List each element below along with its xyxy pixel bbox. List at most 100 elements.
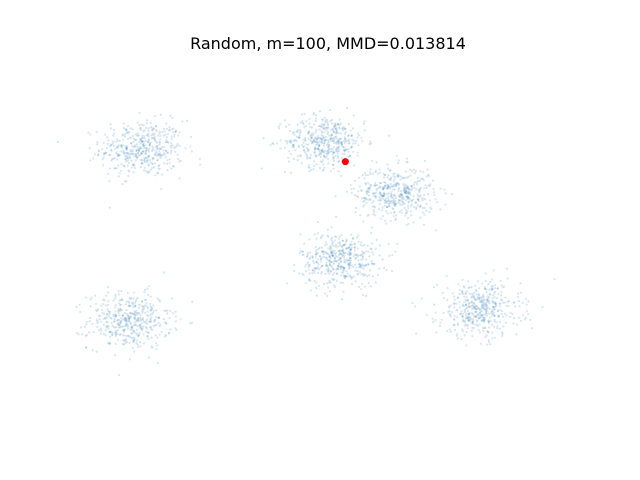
sample-point xyxy=(162,134,165,137)
sample-point xyxy=(465,330,468,334)
sample-point xyxy=(464,316,468,319)
sample-point xyxy=(342,269,346,272)
sample-point xyxy=(492,269,495,272)
sample-point xyxy=(177,134,180,137)
sample-point xyxy=(332,263,335,266)
sample-point xyxy=(453,315,456,318)
sample-point xyxy=(151,128,154,132)
sample-point xyxy=(328,144,331,147)
sample-point xyxy=(272,142,275,146)
sample-point xyxy=(142,320,146,323)
sample-point xyxy=(366,173,370,177)
sample-point xyxy=(118,323,121,327)
sample-point xyxy=(113,326,116,329)
sample-point xyxy=(341,255,344,258)
sample-point xyxy=(139,128,142,132)
sample-point xyxy=(367,274,370,277)
sample-point xyxy=(425,186,428,189)
sample-point xyxy=(330,150,333,153)
sample-point xyxy=(343,149,347,152)
sample-point xyxy=(396,173,400,176)
sample-point xyxy=(139,324,142,327)
sample-point xyxy=(75,305,78,308)
sample-point xyxy=(389,195,393,198)
sample-point xyxy=(128,358,131,361)
sample-point xyxy=(156,154,159,157)
sample-point xyxy=(102,318,105,321)
sample-point xyxy=(474,307,477,310)
sample-point xyxy=(383,173,386,177)
sample-point xyxy=(367,263,370,266)
sample-point xyxy=(101,302,105,306)
sample-point xyxy=(336,140,339,143)
sample-point xyxy=(407,192,410,195)
sample-point xyxy=(328,255,332,258)
sample-point xyxy=(398,194,401,197)
sample-point xyxy=(314,114,318,117)
sample-point xyxy=(401,176,404,180)
sample-point xyxy=(146,159,149,162)
sample-point xyxy=(355,253,358,257)
sample-point xyxy=(156,361,160,364)
sample-point xyxy=(140,326,143,330)
sample-point xyxy=(319,266,322,269)
sample-point xyxy=(337,145,340,148)
sample-point xyxy=(338,123,342,126)
sample-point xyxy=(96,321,99,324)
sample-point xyxy=(369,248,372,251)
sample-point xyxy=(438,324,442,328)
sample-point xyxy=(400,194,403,197)
sample-point xyxy=(158,147,161,150)
sample-point xyxy=(133,312,136,315)
sample-point xyxy=(386,184,390,187)
sample-point xyxy=(115,138,119,141)
sample-point xyxy=(486,306,489,309)
sample-point xyxy=(142,140,146,143)
sample-point xyxy=(382,172,385,176)
sample-point xyxy=(323,139,326,142)
sample-point xyxy=(452,302,455,305)
sample-point xyxy=(334,135,337,138)
sample-point xyxy=(355,139,358,143)
sample-point xyxy=(309,134,312,137)
sample-point xyxy=(123,165,126,168)
sample-point xyxy=(128,341,131,345)
sample-point xyxy=(343,260,346,263)
sample-point xyxy=(325,264,328,267)
sample-point xyxy=(143,305,146,308)
sample-point xyxy=(393,188,396,191)
sample-point xyxy=(340,274,343,277)
sample-point xyxy=(331,273,334,276)
sample-point xyxy=(474,315,478,319)
sample-point xyxy=(368,197,371,200)
sample-point xyxy=(127,132,130,135)
sample-point xyxy=(389,200,392,203)
sample-point xyxy=(116,332,119,336)
sample-point xyxy=(404,212,407,215)
sample-point xyxy=(365,191,368,194)
sample-point xyxy=(349,248,352,252)
sample-point xyxy=(331,254,334,257)
sample-point xyxy=(350,145,354,148)
sample-point xyxy=(292,139,295,142)
sample-point xyxy=(76,331,79,335)
sample-point xyxy=(478,300,481,303)
sample-point xyxy=(371,251,374,254)
sample-point xyxy=(117,153,120,156)
sample-point xyxy=(149,317,152,320)
sample-point xyxy=(485,308,488,311)
sample-point xyxy=(149,161,152,164)
sample-point xyxy=(305,152,308,155)
sample-point xyxy=(127,314,130,317)
sample-point xyxy=(463,324,467,327)
sample-point xyxy=(379,191,382,195)
sample-point xyxy=(394,218,397,222)
sample-point xyxy=(139,139,142,142)
sample-point xyxy=(403,184,406,188)
sample-point xyxy=(406,186,409,189)
sample-point xyxy=(517,295,520,298)
sample-point xyxy=(316,232,319,235)
sample-point xyxy=(378,202,381,205)
sample-point xyxy=(428,184,431,188)
sample-point xyxy=(470,300,474,303)
